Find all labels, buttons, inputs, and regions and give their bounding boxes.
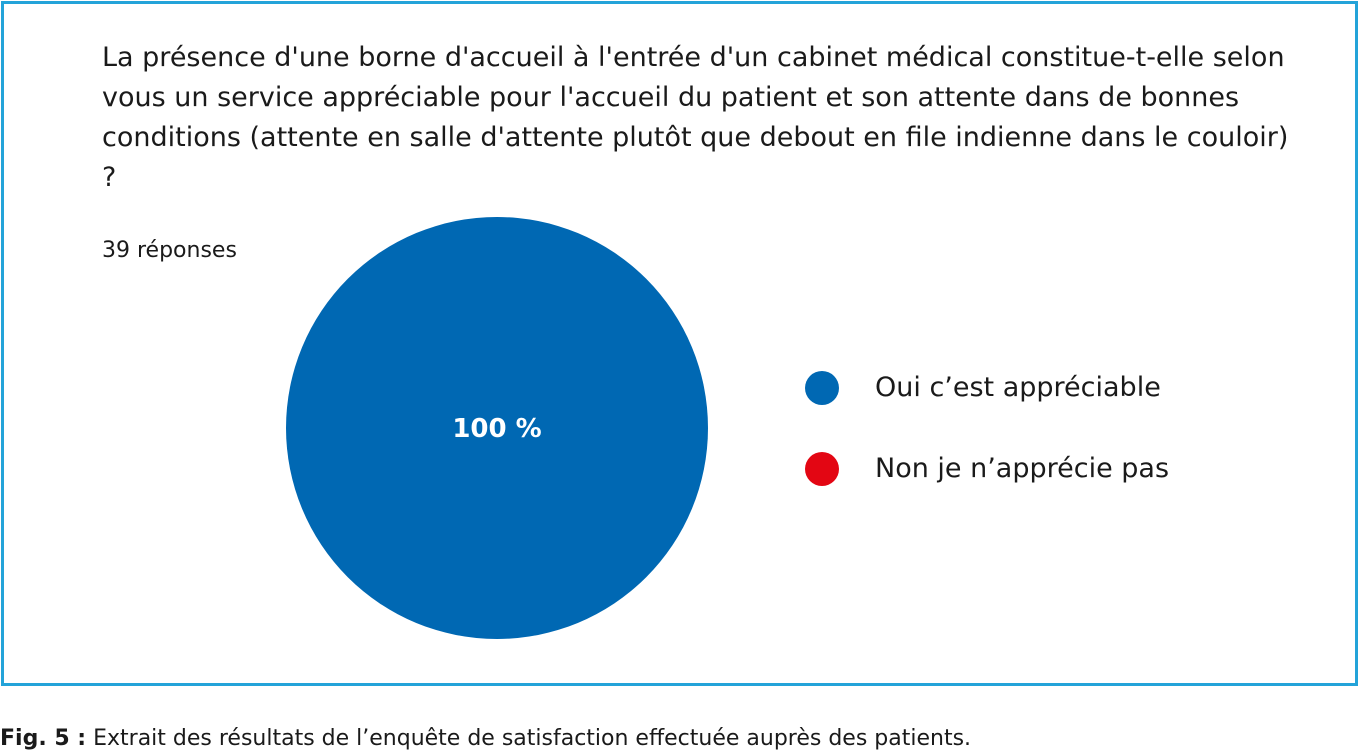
figure-number: Fig. 5 :: [0, 726, 87, 751]
figure-caption: Fig. 5 : Extrait des résultats de l’enqu…: [0, 724, 971, 754]
pie-value-label-0: 100 %: [452, 414, 541, 444]
pie-labels: 100 %: [452, 414, 541, 444]
legend-swatch-non: [805, 452, 839, 486]
legend-label-oui: Oui c’est appréciable: [875, 372, 1161, 403]
pie-chart: 100 %: [286, 217, 708, 639]
pie-slices: [286, 217, 708, 639]
legend-label-non: Non je n’apprécie pas: [875, 453, 1170, 484]
question-title: La présence d'une borne d'accueil à l'en…: [102, 42, 1289, 193]
figure-caption-text: Extrait des résultats de l’enquête de sa…: [86, 726, 972, 751]
pie-slice-0: [286, 217, 708, 639]
responses-count: 39 réponses: [102, 238, 237, 263]
chart-frame: La présence d'une borne d'accueil à l'en…: [1, 1, 1358, 686]
legend-swatch-oui: [805, 371, 839, 405]
